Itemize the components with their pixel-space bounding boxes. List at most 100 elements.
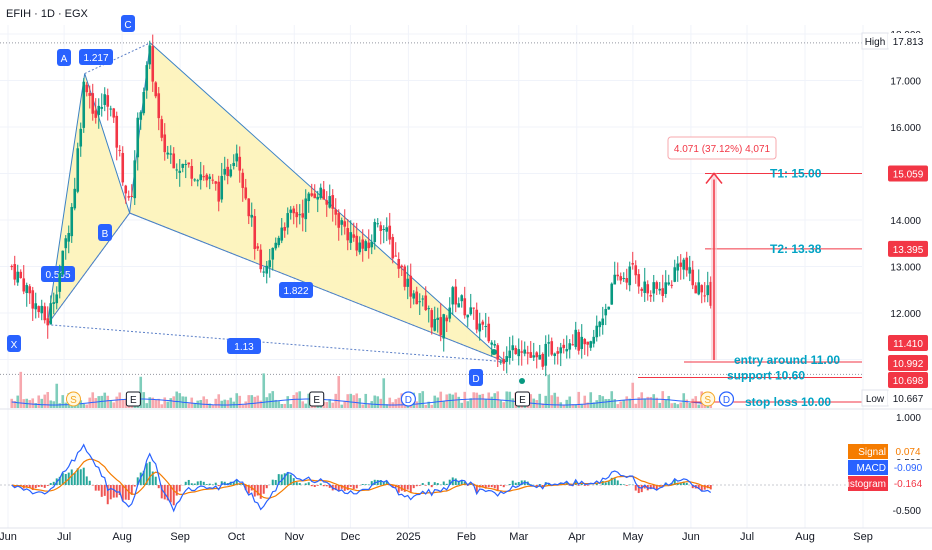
histogram-bar	[64, 474, 67, 485]
volume-bar	[424, 404, 428, 408]
histogram-bar	[379, 479, 382, 485]
volume-bar	[394, 399, 398, 408]
candle-body	[187, 162, 191, 165]
volume-bar	[343, 400, 347, 408]
histogram-bar	[193, 483, 196, 485]
signal-dot	[491, 349, 497, 355]
histogram-bar	[82, 467, 85, 485]
candle-body	[34, 303, 38, 310]
macd-legend-name: MACD	[857, 463, 886, 474]
volume-bar	[451, 394, 455, 408]
histogram-bar	[337, 485, 340, 492]
split-marker-label: S	[70, 395, 77, 406]
volume-bar	[223, 399, 227, 408]
x-tick-label: Apr	[568, 531, 585, 543]
candle-body	[328, 196, 332, 208]
axis-label-entry-text: 10.992	[893, 359, 924, 370]
histogram-bar	[49, 483, 52, 485]
histogram-bar	[460, 480, 463, 485]
candle-body	[478, 323, 482, 332]
dividend-marker[interactable]	[400, 391, 416, 407]
candle-body	[331, 195, 335, 209]
candle-body	[169, 153, 173, 155]
candle-body	[37, 306, 41, 313]
candle-body	[580, 336, 584, 349]
earnings-marker[interactable]	[309, 391, 325, 407]
volume-bar	[529, 394, 533, 408]
candle-body	[100, 106, 104, 109]
volume-bar	[286, 396, 290, 408]
histogram-bar	[349, 485, 352, 487]
volume-bar	[211, 404, 215, 408]
volume-bar	[679, 402, 683, 408]
candle-body	[628, 266, 632, 286]
t2-label: T2: 13.38	[770, 242, 822, 256]
volume-bar	[397, 397, 401, 408]
histogram-bar	[112, 485, 115, 498]
histogram-bar	[76, 468, 79, 485]
candle-body	[163, 134, 167, 153]
histogram-bar	[457, 480, 460, 485]
histogram-bar	[199, 480, 202, 485]
volume-bar	[442, 401, 446, 408]
volume-bar	[277, 401, 281, 408]
candle-body	[682, 259, 686, 270]
split-marker[interactable]	[700, 391, 716, 407]
y-tick-label: 1.000	[896, 413, 921, 424]
histogram-bar	[202, 481, 205, 485]
volume-bar	[49, 400, 53, 408]
histogram-bar	[97, 485, 100, 491]
volume-bar	[118, 392, 122, 408]
candle-body	[508, 350, 512, 359]
candle-body	[358, 242, 362, 253]
t1-label: T1: 15.00	[770, 167, 822, 181]
split-marker[interactable]	[65, 391, 81, 407]
volume-bar	[544, 395, 548, 408]
histogram-bar	[610, 477, 613, 485]
candle-body	[97, 105, 101, 115]
volume-bar	[85, 404, 89, 408]
volume-bar	[478, 394, 482, 408]
histogram-bar	[595, 482, 598, 485]
volume-bar	[304, 403, 308, 408]
histogram-bar	[649, 485, 652, 490]
candle-body	[700, 285, 704, 293]
histogram-bar	[169, 485, 172, 503]
volume-bar	[592, 402, 596, 408]
histogram-bar	[61, 472, 64, 485]
axis-label-t2-text: 13.395	[893, 245, 924, 256]
candle-body	[361, 239, 365, 249]
earnings-marker[interactable]	[515, 391, 531, 407]
histogram-bar	[385, 481, 388, 485]
histogram-bar	[217, 485, 220, 487]
y-tick-label: 14.000	[890, 216, 921, 227]
volume-bar	[505, 391, 509, 408]
earnings-marker[interactable]	[125, 391, 141, 407]
volume-bar	[331, 402, 335, 408]
histogram-bar	[670, 483, 673, 485]
histogram-bar	[352, 485, 355, 490]
candle-body	[121, 152, 125, 183]
candle-body	[520, 351, 524, 353]
histogram-bar	[91, 485, 94, 486]
histogram-bar	[265, 485, 268, 489]
histogram-bar	[25, 485, 28, 487]
candle-body	[394, 255, 398, 257]
histogram-bar	[148, 461, 151, 485]
pattern-point-c	[121, 15, 135, 32]
dividend-marker[interactable]	[718, 391, 735, 407]
histogram-bar	[94, 485, 97, 491]
histogram-bar	[166, 485, 169, 501]
histogram-bar	[241, 483, 244, 485]
histogram-bar	[493, 485, 496, 489]
ratio-badge	[279, 282, 313, 298]
histogram-bar	[367, 484, 370, 485]
x-tick-label: Dec	[341, 531, 361, 543]
x-tick-label: Jun	[0, 531, 17, 543]
histogram-bar	[517, 482, 520, 485]
y-tick-label: 17.000	[890, 77, 921, 88]
histogram-bar	[145, 463, 148, 485]
volume-bar	[619, 401, 623, 408]
candle-body	[553, 353, 557, 357]
